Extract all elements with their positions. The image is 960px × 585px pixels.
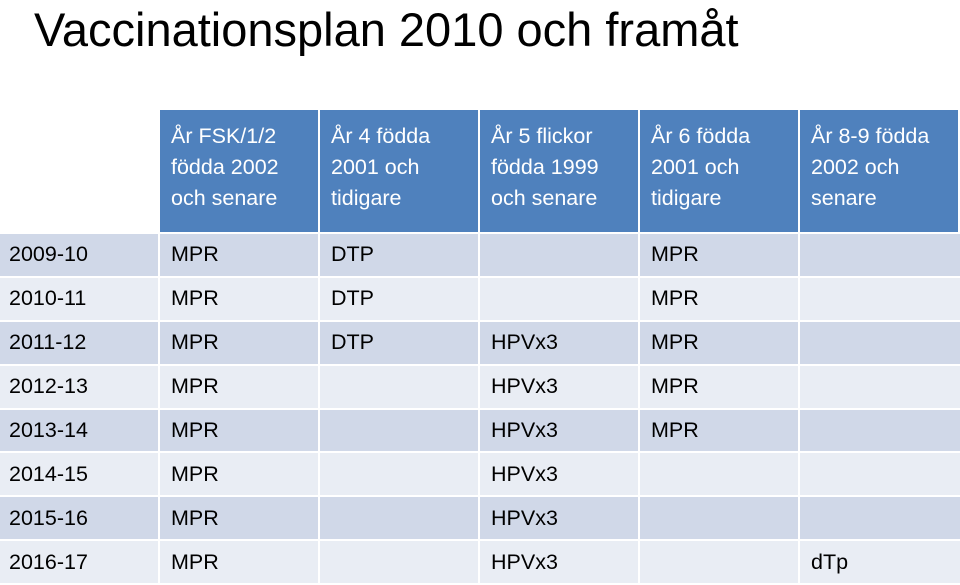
table-cell <box>800 365 960 410</box>
table-header-year8-9: År 8-9 födda 2002 och senare <box>800 110 960 234</box>
table-cell: MPR <box>160 409 320 454</box>
table-cell <box>320 541 480 585</box>
table-cell <box>640 453 800 498</box>
table-cell: MPR <box>160 453 320 498</box>
table-cell: HPVx3 <box>480 541 640 585</box>
table-cell: MPR <box>640 321 800 366</box>
vaccination-table: År FSK/1/2 födda 2002 och senare År 4 fö… <box>0 110 960 585</box>
table-cell: HPVx3 <box>480 453 640 498</box>
table-cell: MPR <box>640 365 800 410</box>
table-cell <box>320 453 480 498</box>
table-cell-year: 2009-10 <box>0 234 160 278</box>
table-cell-year: 2013-14 <box>0 409 160 454</box>
table-cell <box>800 453 960 498</box>
table-header-year5-girls: År 5 flickor födda 1999 och senare <box>480 110 640 234</box>
table-cell: HPVx3 <box>480 365 640 410</box>
table-cell: DTP <box>320 321 480 366</box>
table-header-fsk: År FSK/1/2 födda 2002 och senare <box>160 110 320 234</box>
table-cell <box>800 409 960 454</box>
table-cell: MPR <box>160 365 320 410</box>
table-cell: MPR <box>160 321 320 366</box>
table-cell-year: 2016-17 <box>0 541 160 585</box>
table-cell <box>640 497 800 542</box>
table-cell: MPR <box>640 234 800 278</box>
table-cell <box>800 497 960 542</box>
table-cell <box>320 409 480 454</box>
table-cell <box>800 234 960 278</box>
table-cell-year: 2015-16 <box>0 497 160 542</box>
table-cell: MPR <box>160 497 320 542</box>
table-cell: MPR <box>640 277 800 322</box>
table-cell: MPR <box>640 409 800 454</box>
table-cell <box>800 321 960 366</box>
table-cell: dTp <box>800 541 960 585</box>
table-cell: HPVx3 <box>480 497 640 542</box>
page-title: Vaccinationsplan 2010 och framåt <box>34 3 739 56</box>
table-cell-year: 2012-13 <box>0 365 160 410</box>
table-cell: MPR <box>160 277 320 322</box>
table-header-year4: År 4 födda 2001 och tidigare <box>320 110 480 234</box>
table-cell <box>640 541 800 585</box>
table-header-year6: År 6 födda 2001 och tidigare <box>640 110 800 234</box>
table-cell-year: 2011-12 <box>0 321 160 366</box>
table-cell: DTP <box>320 277 480 322</box>
table-cell: HPVx3 <box>480 409 640 454</box>
table-cell-year: 2014-15 <box>0 453 160 498</box>
table-cell: DTP <box>320 234 480 278</box>
table-cell <box>480 277 640 322</box>
table-cell-year: 2010-11 <box>0 277 160 322</box>
table-cell <box>320 365 480 410</box>
table-cell: MPR <box>160 541 320 585</box>
table-cell <box>800 277 960 322</box>
table-cell <box>480 234 640 278</box>
table-cell <box>320 497 480 542</box>
table-header-corner <box>0 110 160 234</box>
table-cell: MPR <box>160 234 320 278</box>
table-cell: HPVx3 <box>480 321 640 366</box>
